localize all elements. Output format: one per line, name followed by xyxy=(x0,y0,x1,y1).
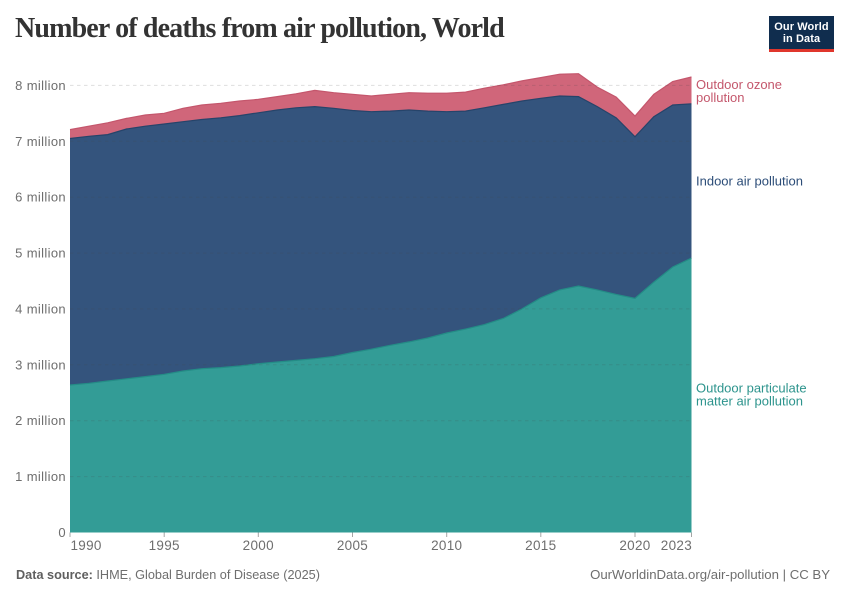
svg-text:2015: 2015 xyxy=(525,538,556,553)
svg-text:2010: 2010 xyxy=(431,538,462,553)
svg-text:1995: 1995 xyxy=(149,538,180,553)
svg-text:5 million: 5 million xyxy=(15,246,66,261)
svg-text:matter air pollution: matter air pollution xyxy=(696,394,803,409)
svg-text:3 million: 3 million xyxy=(15,357,66,372)
svg-text:Outdoor ozone: Outdoor ozone xyxy=(696,77,782,92)
svg-text:OurWorldinData.org/air-polluti: OurWorldinData.org/air-pollution | CC BY xyxy=(590,567,830,582)
svg-text:Indoor air pollution: Indoor air pollution xyxy=(696,174,803,189)
svg-text:1 million: 1 million xyxy=(15,469,66,484)
svg-text:2023: 2023 xyxy=(661,538,692,553)
svg-text:8 million: 8 million xyxy=(15,78,66,93)
svg-text:6 million: 6 million xyxy=(15,190,66,205)
svg-text:2 million: 2 million xyxy=(15,413,66,428)
svg-text:0: 0 xyxy=(58,525,66,540)
svg-text:1990: 1990 xyxy=(71,538,102,553)
svg-text:2020: 2020 xyxy=(619,538,650,553)
svg-text:Data source: IHME, Global Burd: Data source: IHME, Global Burden of Dise… xyxy=(16,568,320,582)
svg-text:2005: 2005 xyxy=(337,538,368,553)
svg-text:7 million: 7 million xyxy=(15,134,66,149)
svg-text:2000: 2000 xyxy=(243,538,274,553)
svg-text:pollution: pollution xyxy=(696,90,744,105)
svg-text:Outdoor particulate: Outdoor particulate xyxy=(696,381,807,396)
svg-text:4 million: 4 million xyxy=(15,301,66,316)
